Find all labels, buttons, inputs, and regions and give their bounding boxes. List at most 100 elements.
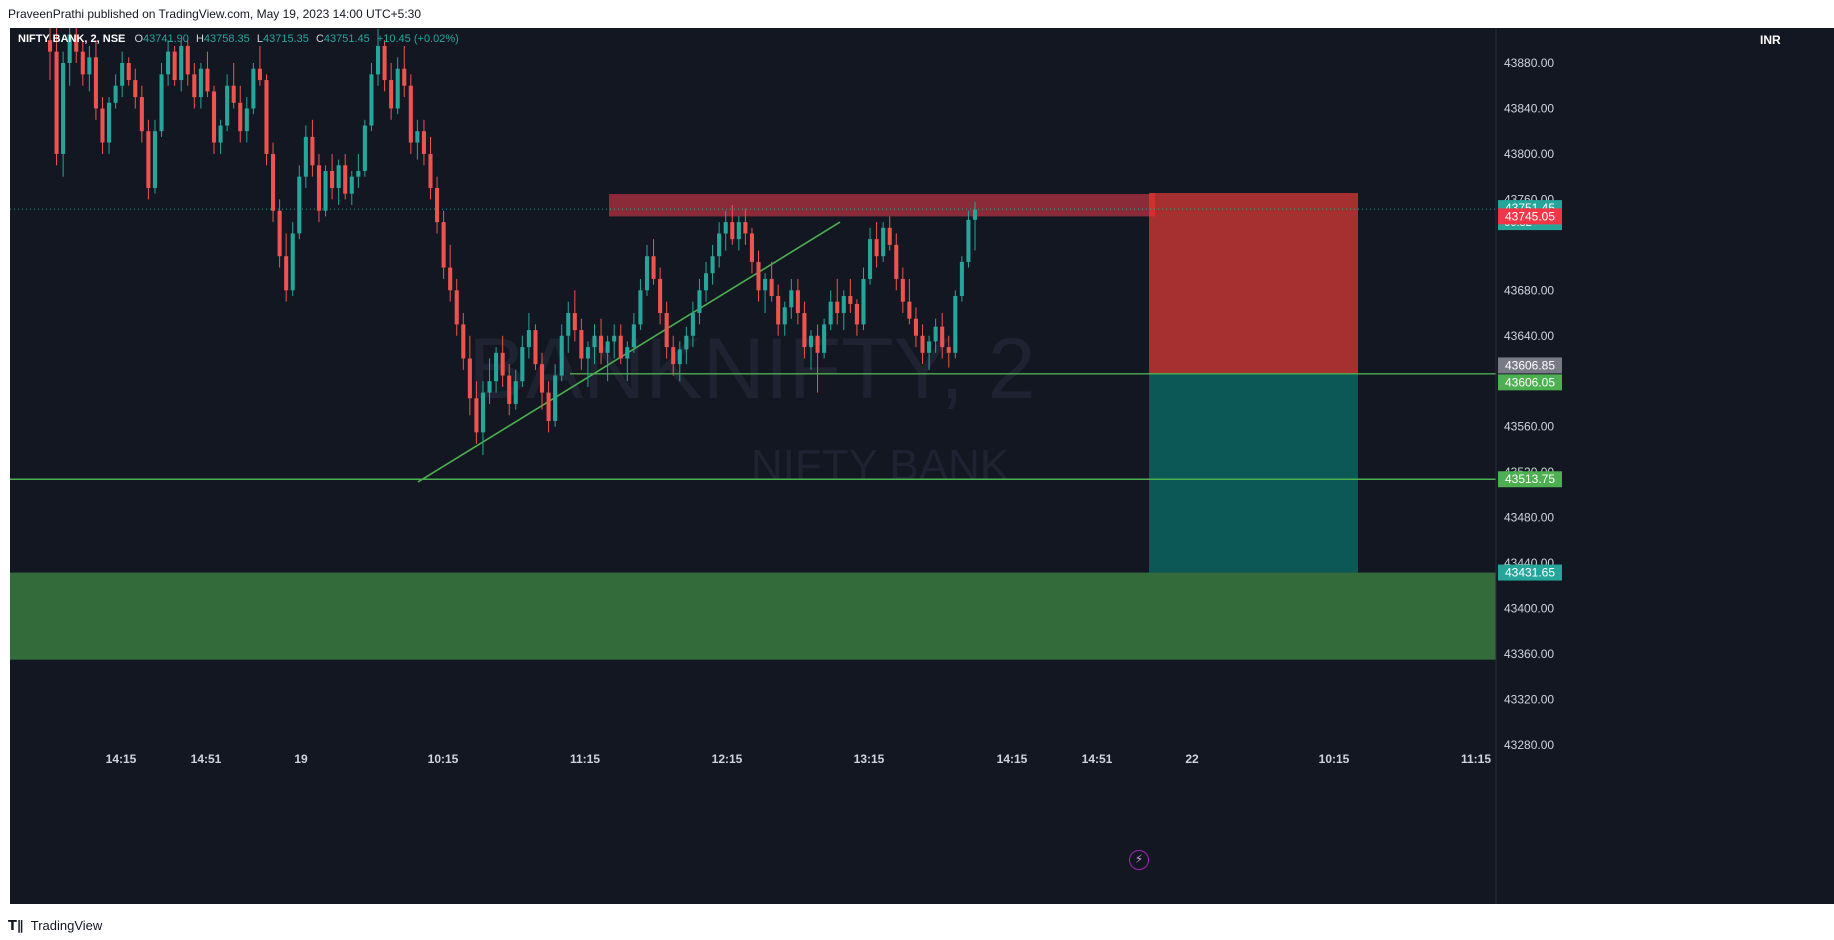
candle (559, 324, 564, 382)
candle-body (959, 261, 964, 296)
candle (435, 176, 440, 234)
candle (336, 159, 341, 206)
candle (933, 318, 938, 353)
candle-body (782, 307, 787, 325)
candle-body (874, 239, 879, 257)
candle-body (93, 57, 98, 109)
candle-body (336, 165, 341, 189)
candle-body (395, 68, 400, 109)
candle (822, 318, 827, 359)
watermark-name: NIFTY BANK (751, 441, 1009, 490)
candle (494, 347, 499, 393)
candle (349, 170, 354, 206)
candle-body (264, 80, 269, 154)
x-tick-label: 10:15 (428, 752, 459, 766)
candle-body (356, 170, 361, 177)
candle-body (776, 295, 781, 325)
candle-body (54, 51, 59, 154)
currency-label[interactable]: INR (1760, 33, 1781, 47)
legend-open-label: O (134, 33, 143, 45)
candle-body (756, 261, 761, 291)
candle (703, 261, 709, 302)
candle-body (763, 278, 768, 291)
candle-body (835, 301, 840, 314)
candle (723, 210, 728, 251)
candle (782, 301, 787, 336)
candle-body (126, 63, 131, 81)
price-tag: 43513.75 (1498, 471, 1562, 488)
candle (382, 40, 387, 92)
candle-body (343, 165, 348, 194)
candle-body (408, 85, 413, 143)
candle-body (231, 85, 236, 103)
candle (592, 324, 597, 365)
chart-area[interactable]: BANKNIFTY, 2 NIFTY BANK 43880.00 43840.00… (10, 0, 1834, 904)
x-tick-label: 14:15 (106, 752, 137, 766)
tradingview-logo-icon: 𝗧∥ (8, 919, 24, 934)
candle-body (244, 108, 249, 132)
candle (756, 250, 761, 302)
candle-body (362, 125, 367, 171)
candle-body (841, 295, 846, 314)
candle (461, 313, 466, 370)
candle-body (487, 381, 492, 393)
legend-open: 43741.90 (143, 33, 189, 45)
candle (211, 85, 217, 154)
candle-body (421, 131, 426, 154)
candle-body (225, 85, 230, 126)
lightning-icon[interactable]: ⚡ (1129, 850, 1149, 870)
footer: 𝗧∥ TradingView (0, 912, 1834, 939)
candle-body (559, 335, 564, 376)
candle (835, 278, 840, 325)
candle (408, 74, 413, 154)
price-tag: 43431.65 (1498, 564, 1562, 581)
candle-body (651, 256, 656, 279)
candle (644, 244, 650, 296)
y-tick-label: 43320.00 (1504, 692, 1554, 706)
candle-body (671, 347, 676, 365)
candle (179, 40, 184, 92)
candle-body (789, 290, 794, 308)
candle-body (120, 63, 125, 86)
y-tick-label: 43840.00 (1504, 101, 1554, 115)
candlestick-chart[interactable]: BANKNIFTY, 2 NIFTY BANK 43880.0043840.00… (10, 0, 1834, 904)
candle (808, 330, 814, 370)
candle (920, 324, 925, 365)
candle-body (494, 352, 499, 382)
candle-body (605, 341, 610, 353)
candle (80, 40, 85, 86)
candle-body (107, 102, 112, 143)
zone-demand (10, 572, 1496, 660)
candle-body (310, 136, 315, 166)
candle (940, 313, 945, 359)
candle (749, 227, 754, 274)
candle-body (638, 290, 643, 325)
candle-body (913, 318, 918, 336)
candle (107, 97, 112, 154)
candle-body (927, 341, 932, 353)
candle (454, 278, 459, 336)
x-tick-label: 13:15 (854, 752, 885, 766)
candle (172, 45, 177, 86)
candle (677, 341, 682, 382)
candle (887, 216, 892, 251)
candle-body (684, 335, 689, 350)
y-tick-label: 43800.00 (1504, 147, 1554, 161)
candle (238, 85, 243, 143)
candle (93, 40, 98, 120)
candle (487, 358, 492, 404)
x-tick-label: 11:15 (570, 752, 600, 766)
candle (874, 222, 879, 268)
candle (316, 153, 322, 223)
price-axis (1496, 28, 1834, 904)
candle (520, 335, 525, 387)
candle-body (553, 375, 558, 421)
candle (395, 57, 400, 115)
candle (684, 326, 689, 365)
candle (264, 74, 269, 166)
candle-body (47, 40, 53, 52)
candle (500, 335, 505, 387)
candle-body (467, 358, 472, 399)
y-tick-label: 43560.00 (1504, 420, 1554, 434)
candle (953, 290, 958, 359)
